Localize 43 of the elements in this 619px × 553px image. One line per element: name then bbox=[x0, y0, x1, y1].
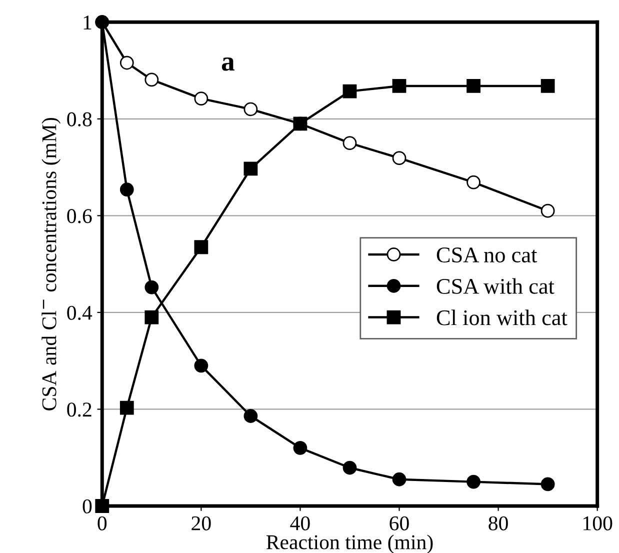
point bbox=[244, 102, 258, 116]
point bbox=[144, 310, 159, 324]
point bbox=[466, 175, 480, 190]
y-axis-title: CSA and Cl$^{−}$ concentrations (mM) bbox=[42, 118, 61, 410]
point bbox=[194, 92, 208, 106]
y-tick-label: 0.4 bbox=[67, 306, 92, 320]
legend-label: Cl ion with cat bbox=[436, 310, 568, 326]
point bbox=[466, 79, 480, 93]
x-tick-label: 40 bbox=[290, 516, 310, 530]
legend-label: CSA with cat bbox=[436, 278, 554, 294]
point bbox=[342, 460, 357, 475]
x-tick-label: 100 bbox=[584, 516, 612, 530]
point bbox=[342, 136, 357, 150]
point bbox=[194, 240, 208, 254]
point bbox=[244, 162, 258, 176]
point bbox=[540, 204, 555, 218]
y-tick-label: 1 bbox=[84, 16, 92, 30]
point bbox=[194, 358, 208, 373]
legend-label: CSA no cat bbox=[436, 248, 538, 262]
point bbox=[293, 440, 308, 455]
point bbox=[540, 477, 555, 492]
x-tick-label: 20 bbox=[192, 516, 211, 530]
point bbox=[540, 79, 555, 93]
x-tick-label: 60 bbox=[390, 516, 409, 530]
point bbox=[392, 151, 406, 166]
x-tick-label: 0 bbox=[98, 516, 107, 530]
y-tick-label: 0 bbox=[82, 499, 92, 514]
point bbox=[120, 400, 134, 415]
point bbox=[244, 409, 258, 423]
x-tick-label: 80 bbox=[488, 516, 508, 530]
point bbox=[120, 56, 134, 70]
point bbox=[144, 72, 159, 87]
point bbox=[342, 84, 357, 98]
point bbox=[95, 499, 110, 513]
point bbox=[392, 79, 406, 93]
point bbox=[466, 474, 480, 489]
y-tick-label: 0.2 bbox=[67, 402, 92, 417]
y-tick-label: 0.8 bbox=[67, 112, 92, 126]
point bbox=[120, 182, 134, 196]
point bbox=[392, 472, 406, 486]
y-tick-label: 0.6 bbox=[67, 209, 92, 224]
point bbox=[144, 280, 159, 294]
annotation: a bbox=[222, 57, 234, 71]
